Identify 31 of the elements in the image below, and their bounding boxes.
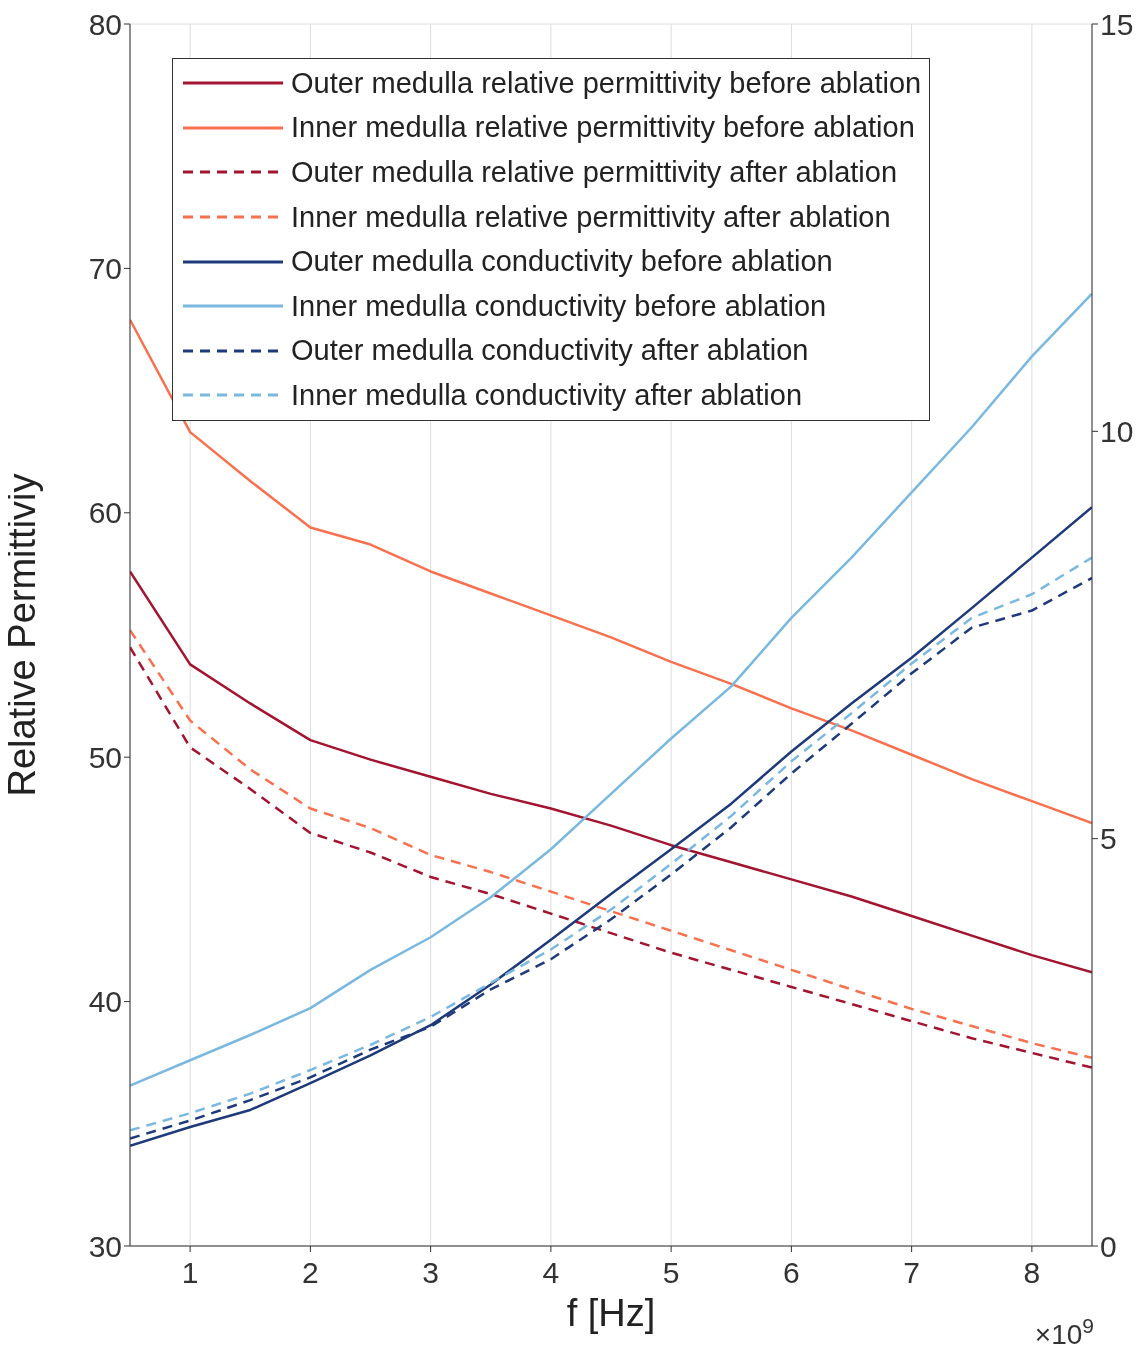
- legend-label: Inner medulla relative permittivity before ablation: [291, 111, 915, 145]
- x-axis-title: f [Hz]: [566, 1292, 656, 1334]
- y-tick-label: 60: [88, 496, 122, 530]
- legend-label: Outer medulla relative permittivity before ablation: [291, 66, 922, 100]
- legend-label: Outer medulla conductivity after ablation: [291, 334, 809, 368]
- y-axis-title: Relative Permittiviy: [1, 473, 44, 797]
- y2-tick-label: 5: [1100, 822, 1117, 856]
- x-tick-label: 7: [903, 1256, 920, 1290]
- y-tick-label: 40: [88, 985, 122, 1019]
- legend-label: Outer medulla conductivity before ablation: [291, 245, 833, 279]
- legend-label: Inner medulla conductivity after ablation: [291, 378, 803, 412]
- x-tick-label: 6: [783, 1256, 800, 1290]
- y-tick-label: 50: [88, 740, 122, 774]
- x-tick-label: 5: [662, 1256, 680, 1290]
- x-tick-label: 4: [542, 1256, 560, 1290]
- x-tick-label: 1: [181, 1256, 199, 1290]
- x-tick-label: 2: [302, 1256, 319, 1290]
- y-tick-label: 70: [88, 252, 122, 286]
- y-tick-label: 80: [88, 7, 122, 41]
- y2-tick-label: 15: [1100, 7, 1134, 41]
- y2-tick-label: 0: [1100, 1229, 1117, 1263]
- legend-label: Inner medulla conductivity before ablation: [291, 289, 827, 323]
- text: ×10$^{9}$: [1034, 1313, 1094, 1350]
- x-tick-label: 3: [422, 1256, 439, 1290]
- line-series: [130, 570, 1092, 974]
- line-series: [130, 292, 1092, 1087]
- y2-tick-label: 10: [1100, 414, 1134, 448]
- x-tick-label: 8: [1023, 1256, 1041, 1290]
- legend-label: Outer medulla relative permittivity after ablation: [291, 155, 898, 189]
- legend-label: Inner medulla relative permittivity after ablation: [291, 200, 891, 234]
- y-tick-label: 30: [88, 1229, 122, 1263]
